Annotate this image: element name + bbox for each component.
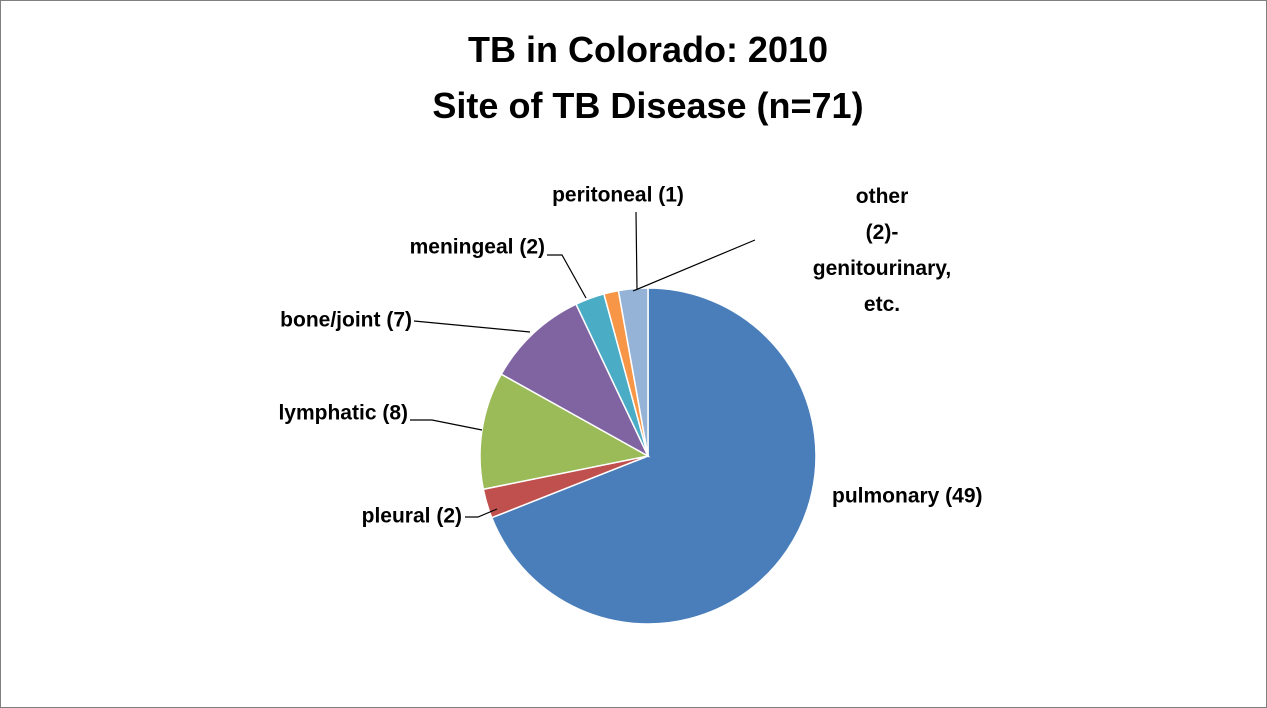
chart-subtitle: Site of TB Disease (n=71)	[432, 85, 863, 126]
slice-label: pulmonary (49)	[832, 485, 983, 508]
leader-line	[632, 239, 756, 292]
leader-line	[465, 508, 498, 518]
pie-slice	[500, 303, 650, 458]
slice-label: pleural (2)	[362, 505, 462, 528]
pie-slice	[617, 287, 649, 457]
slice-label: peritoneal (1)	[552, 184, 684, 207]
leader-line	[635, 211, 638, 290]
leader-line	[547, 254, 587, 299]
pie-slice	[479, 373, 651, 491]
slice-label: lymphatic (8)	[278, 402, 408, 425]
slice-label: bone/joint (7)	[280, 309, 412, 332]
slice-label: other (2)-genitourinary, etc.	[813, 185, 951, 316]
leader-line	[410, 419, 483, 431]
leader-line	[413, 320, 531, 333]
slice-label: meningeal (2)	[410, 236, 545, 259]
chart-title: TB in Colorado: 2010	[468, 29, 828, 70]
pie-slice	[490, 287, 817, 625]
